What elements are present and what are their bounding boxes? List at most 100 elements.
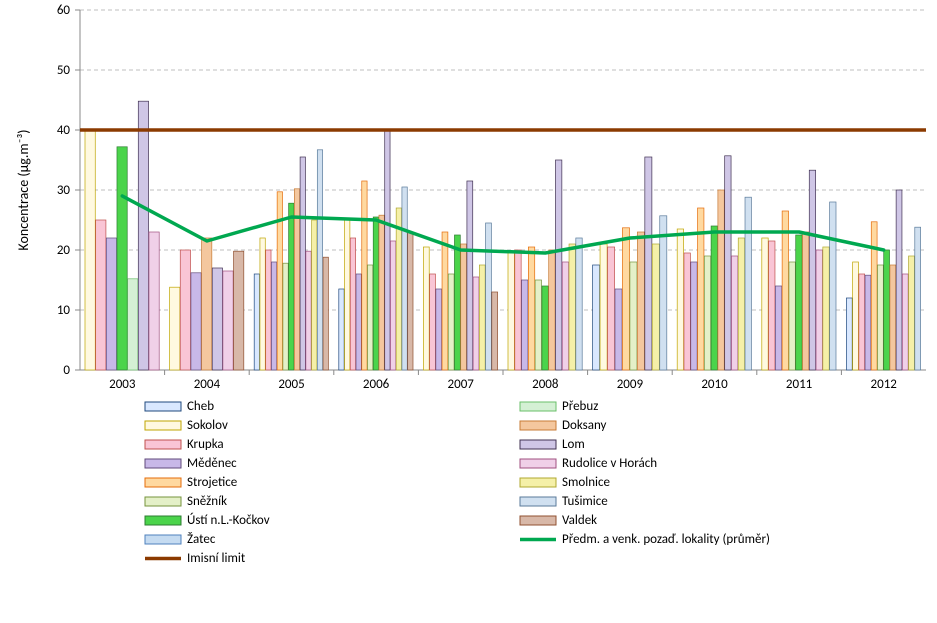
- ytick-label: 40: [57, 123, 71, 138]
- legend-swatch: [145, 478, 181, 487]
- bar: [260, 238, 265, 370]
- bar: [96, 220, 106, 370]
- bar: [442, 232, 448, 370]
- bar: [379, 215, 384, 370]
- bar: [816, 250, 822, 370]
- bar: [473, 277, 479, 370]
- bar: [769, 241, 775, 370]
- bar: [890, 265, 896, 370]
- bar: [402, 187, 407, 370]
- bar: [202, 238, 212, 370]
- bar: [356, 274, 361, 370]
- bar: [884, 250, 890, 370]
- xtick-label: 2008: [532, 377, 559, 392]
- bar: [149, 232, 159, 370]
- bar: [896, 190, 902, 370]
- bar: [902, 274, 908, 370]
- legend-swatch: [520, 440, 556, 449]
- legend-swatch: [520, 516, 556, 525]
- bar: [677, 229, 683, 370]
- bar: [390, 241, 395, 370]
- chart-container: 0102030405060Koncentrace (µg.m⁻³)2003200…: [0, 0, 937, 623]
- bar: [373, 217, 378, 370]
- bar: [212, 268, 222, 370]
- bar: [254, 274, 259, 370]
- bar: [555, 160, 561, 370]
- bar: [323, 257, 328, 370]
- bar: [691, 262, 697, 370]
- bar: [909, 256, 915, 370]
- bar: [317, 150, 322, 370]
- xtick-label: 2007: [448, 377, 475, 392]
- ytick-label: 50: [57, 63, 71, 78]
- bar: [704, 256, 710, 370]
- bar: [522, 280, 528, 370]
- bar: [180, 250, 190, 370]
- bar: [569, 244, 575, 370]
- bar: [454, 235, 460, 370]
- bar: [300, 157, 305, 370]
- legend-label: Imisní limit: [187, 551, 246, 566]
- bar: [718, 190, 724, 370]
- ytick-label: 10: [57, 303, 71, 318]
- bar: [312, 220, 317, 370]
- legend-label: Krupka: [187, 437, 224, 452]
- legend-swatch: [145, 535, 181, 544]
- bar: [339, 289, 344, 370]
- bar: [479, 265, 485, 370]
- legend-label: Smolnice: [562, 475, 610, 490]
- bar: [117, 147, 127, 370]
- bar: [396, 208, 401, 370]
- legend-swatch: [520, 421, 556, 430]
- bar: [345, 220, 350, 370]
- bar: [461, 244, 467, 370]
- bar: [622, 228, 629, 370]
- bar: [660, 216, 667, 370]
- bar: [637, 232, 644, 370]
- bar: [853, 262, 859, 370]
- bar: [711, 226, 717, 370]
- bar: [915, 227, 921, 370]
- legend-swatch: [145, 402, 181, 411]
- bar: [846, 298, 852, 370]
- bar: [738, 238, 744, 370]
- bar: [528, 247, 534, 370]
- xtick-label: 2012: [871, 377, 898, 392]
- legend-swatch: [520, 478, 556, 487]
- bar: [170, 287, 180, 370]
- bar: [775, 286, 781, 370]
- ytick-label: 20: [57, 243, 71, 258]
- bar: [385, 130, 390, 370]
- bar: [789, 262, 795, 370]
- bar: [630, 262, 637, 370]
- legend-label: Cheb: [187, 399, 214, 414]
- bar: [448, 274, 454, 370]
- bar: [796, 235, 802, 370]
- ytick-label: 30: [57, 183, 71, 198]
- bar: [408, 232, 413, 370]
- legend-label: Rudolice v Horách: [562, 456, 657, 471]
- xtick-label: 2005: [278, 377, 304, 392]
- bar: [191, 273, 201, 370]
- bar: [350, 238, 355, 370]
- bar: [684, 253, 690, 370]
- xtick-label: 2009: [617, 377, 644, 392]
- bar: [745, 197, 751, 370]
- ytick-label: 60: [57, 3, 71, 18]
- xtick-label: 2011: [786, 377, 812, 392]
- bar: [600, 244, 607, 370]
- bar: [823, 247, 829, 370]
- legend-swatch: [145, 421, 181, 430]
- legend-label: Lom: [562, 437, 585, 452]
- xtick-label: 2004: [194, 377, 221, 392]
- bar: [436, 289, 442, 370]
- bar: [652, 244, 659, 370]
- yaxis-title: Koncentrace (µg.m⁻³): [15, 129, 32, 250]
- legend-label: Sněžník: [187, 494, 227, 509]
- legend-label: Valdek: [562, 513, 597, 528]
- bar: [535, 280, 541, 370]
- bar: [615, 289, 622, 370]
- bar: [562, 262, 568, 370]
- legend-swatch: [520, 497, 556, 506]
- bar: [362, 181, 367, 370]
